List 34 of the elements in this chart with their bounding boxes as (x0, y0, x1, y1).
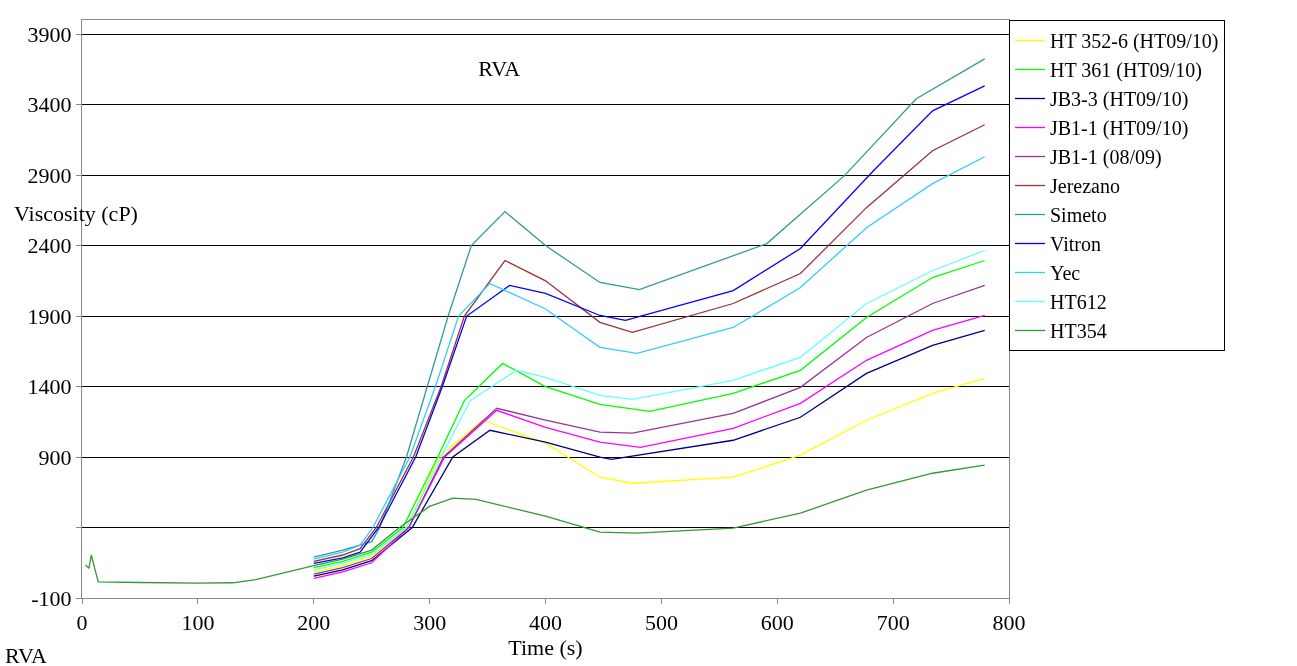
legend-label: Yec (1050, 262, 1081, 285)
y-tick-label: 900 (38, 444, 72, 470)
legend-label: Jerezano (1050, 175, 1120, 198)
x-tick-label: 700 (876, 610, 910, 636)
y-tick-label: 1400 (27, 374, 72, 400)
legend-label: HT354 (1050, 320, 1107, 343)
x-tick-label: 600 (760, 610, 794, 636)
legend-label: Simeto (1050, 204, 1107, 227)
x-tick-label: 300 (413, 610, 447, 636)
x-tick-label: 100 (181, 610, 215, 636)
line-series (84, 464, 986, 584)
text: RVA (478, 55, 521, 81)
x-tick-label: 200 (297, 610, 331, 636)
x-tick-label: 500 (644, 610, 678, 636)
legend-label: JB1-1 (HT09/10) (1050, 117, 1189, 141)
x-tick-label: 0 (76, 610, 88, 636)
legend-label: HT 352-6 (HT09/10) (1050, 30, 1219, 54)
y-tick-label: 2400 (27, 233, 72, 259)
legend-label: HT 361 (HT09/10) (1050, 59, 1202, 83)
text: RVA (5, 643, 47, 666)
legend-label: JB3-3 (HT09/10) (1050, 88, 1189, 112)
legend-label: HT612 (1050, 291, 1107, 314)
legend-label: JB1-1 (08/09) (1050, 146, 1162, 170)
y-tick-label: -100 (31, 585, 72, 611)
x-axis-title: Time (s) (508, 635, 583, 661)
x-tick-label: 400 (529, 610, 562, 636)
y-tick-label: 1900 (27, 303, 72, 329)
y-axis-title: Viscosity (cP) (14, 201, 138, 226)
y-tick-label: 2900 (27, 162, 72, 188)
legend-label: Vitron (1050, 233, 1102, 256)
y-tick-label: 3400 (27, 92, 72, 118)
x-tick-label: 800 (992, 610, 1026, 636)
y-tick-label: 3900 (27, 21, 72, 47)
line-series (313, 377, 986, 573)
